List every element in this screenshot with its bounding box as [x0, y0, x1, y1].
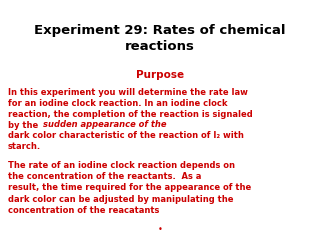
Text: In this experiment you will determine the rate law
for an iodine clock reaction.: In this experiment you will determine th… — [8, 88, 253, 130]
Text: •: • — [157, 225, 163, 234]
Text: sudden appearance of the: sudden appearance of the — [43, 120, 166, 129]
Text: Purpose: Purpose — [136, 70, 184, 80]
Text: The rate of an iodine clock reaction depends on
the concentration of the reactan: The rate of an iodine clock reaction dep… — [8, 161, 251, 215]
Text: Experiment 29: Rates of chemical
reactions: Experiment 29: Rates of chemical reactio… — [34, 24, 286, 53]
Text: dark color characteristic of the reaction of I₂ with
starch.: dark color characteristic of the reactio… — [8, 131, 244, 151]
